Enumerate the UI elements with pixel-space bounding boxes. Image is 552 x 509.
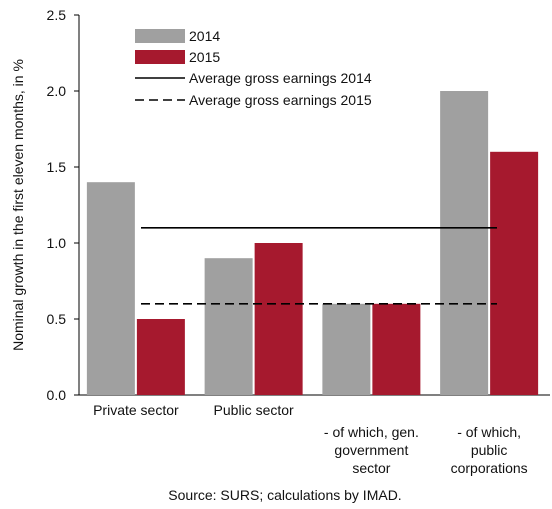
legend-label: 2015 <box>189 49 220 65</box>
legend: 2014 2015 Average gross earnings 2014 Avera… <box>135 28 372 108</box>
x-category-label: - of which, public corporations <box>451 424 528 476</box>
y-tick-label: 1.5 <box>47 159 67 175</box>
source-note: Source: SURS; calculations by IMAD. <box>168 487 401 503</box>
x-category-label: Public sector <box>214 402 294 418</box>
y-axis-ticks: 0.0 0.5 1.0 1.5 2.0 2.5 <box>47 7 79 403</box>
y-tick-label: 0.5 <box>47 311 67 327</box>
reference-lines <box>141 227 497 305</box>
bar-2015-2 <box>372 303 421 395</box>
x-category-label: Private sector <box>93 402 179 418</box>
legend-swatch-2015 <box>135 50 185 64</box>
legend-label: Average gross earnings 2015 <box>189 92 372 108</box>
legend-swatch-2014 <box>135 29 185 43</box>
bar-2014-3 <box>440 91 489 395</box>
x-category-label: - of which, gen. government sector <box>324 424 419 476</box>
legend-label: 2014 <box>189 28 220 44</box>
legend-label: Average gross earnings 2014 <box>189 70 372 86</box>
y-tick-label: 0.0 <box>47 387 67 403</box>
bar-2014-1 <box>204 258 253 395</box>
y-tick-label: 2.5 <box>47 7 67 23</box>
bar-2015-0 <box>136 319 185 395</box>
y-tick-label: 1.0 <box>47 235 67 251</box>
bar-2014-0 <box>86 182 135 395</box>
bar-2015-3 <box>490 151 539 395</box>
bar-2014-2 <box>322 303 371 395</box>
y-tick-label: 2.0 <box>47 83 67 99</box>
bar-2015-1 <box>254 243 303 395</box>
y-axis-label: Nominal growth in the first eleven month… <box>10 59 26 351</box>
x-axis-categories: Private sector Public sector - of which, g… <box>93 402 528 476</box>
bars <box>86 91 539 395</box>
